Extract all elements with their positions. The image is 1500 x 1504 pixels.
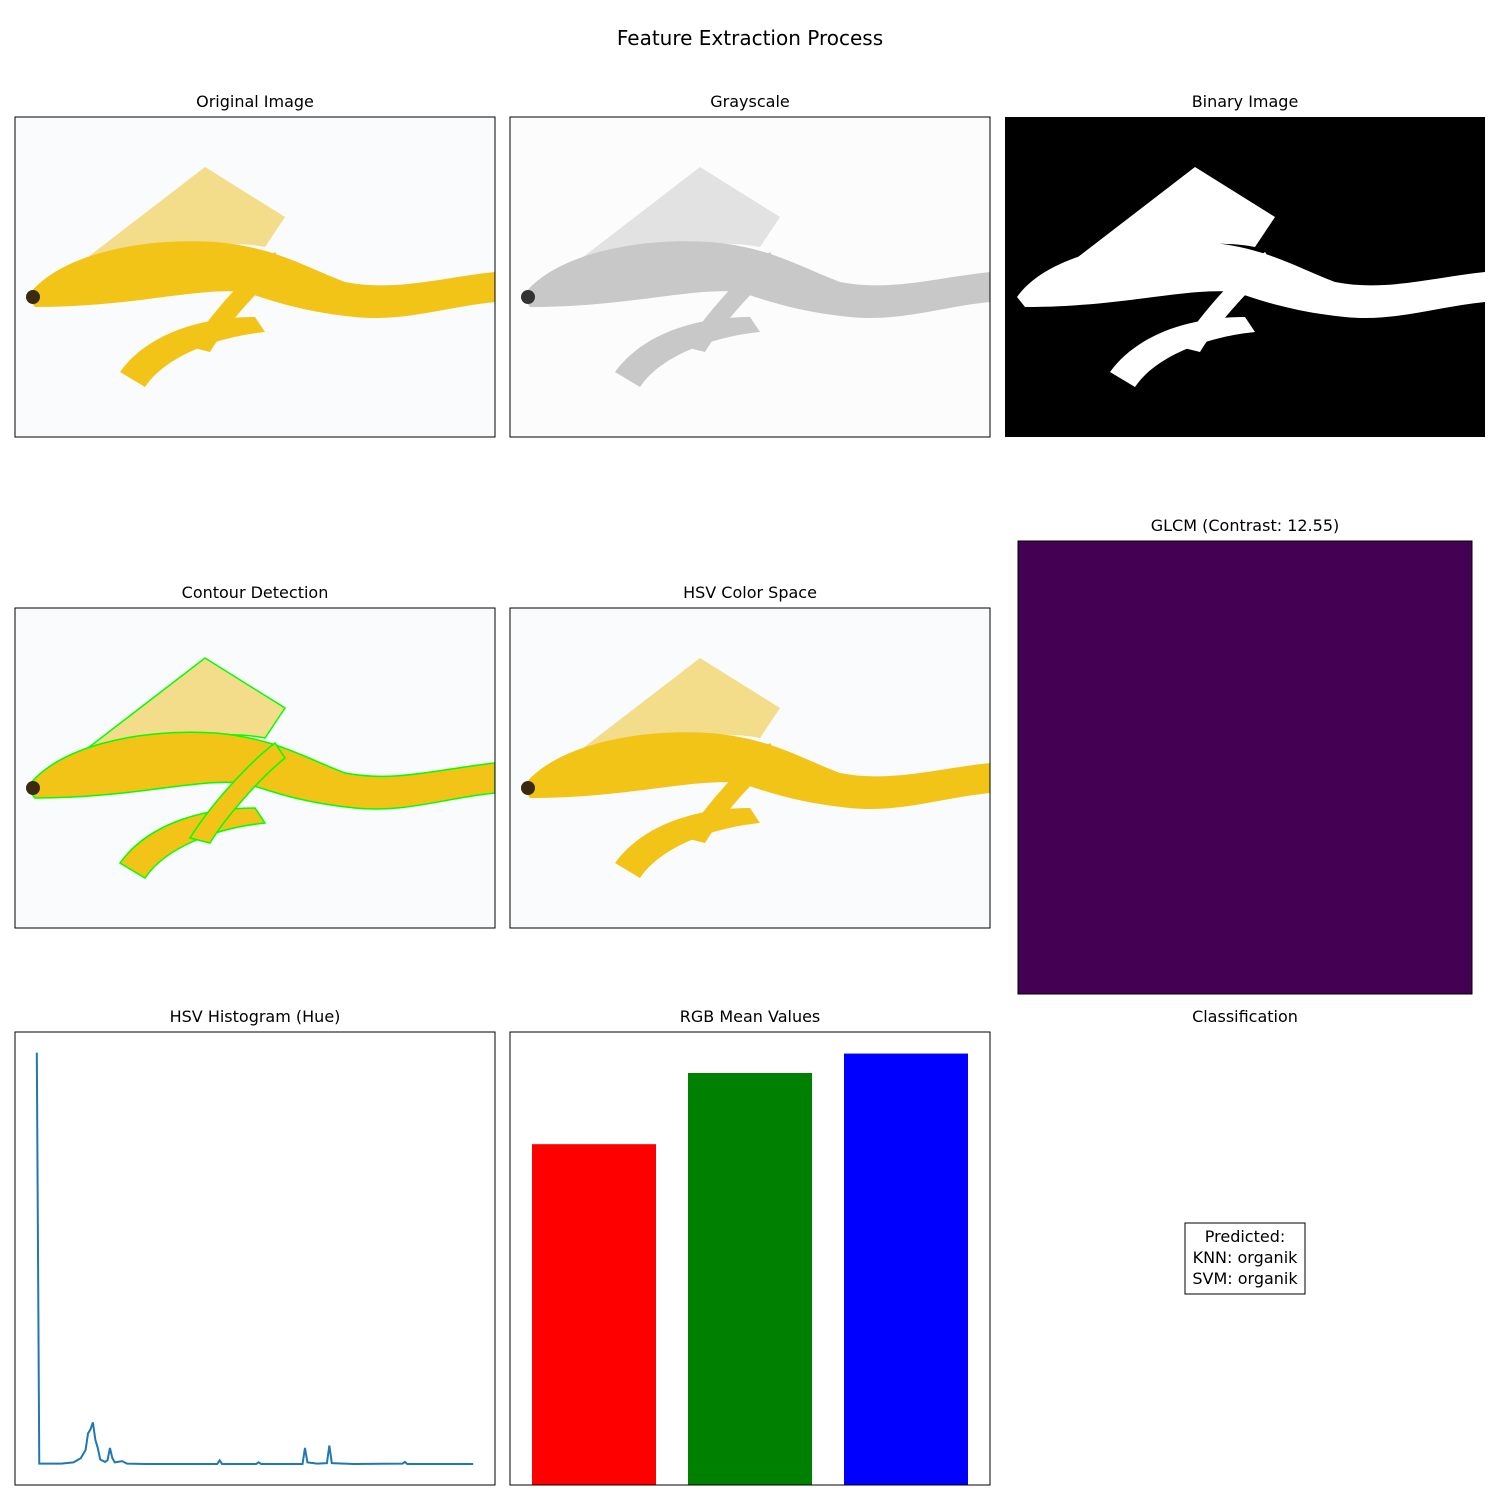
original-image: [15, 117, 495, 437]
hist-line: [35, 1052, 474, 1466]
figure-title: Feature Extraction Process: [617, 26, 883, 50]
panel-title: Contour Detection: [182, 583, 329, 602]
binary-image: [1005, 117, 1485, 437]
panel-title: Grayscale: [710, 92, 789, 111]
axes-frame: [509, 116, 991, 438]
axes-frame: [14, 116, 496, 438]
panel-title: Original Image: [196, 92, 314, 111]
grayscale-image: [510, 117, 990, 437]
panel-title: Binary Image: [1192, 92, 1299, 111]
panel-title: GLCM (Contrast: 12.55): [1151, 516, 1340, 535]
axes-frame: [14, 1031, 496, 1486]
panel-title: HSV Color Space: [683, 583, 817, 602]
bar: [688, 1072, 812, 1485]
bar-plot: [532, 1053, 968, 1485]
bar: [844, 1053, 968, 1485]
hsv-image: [510, 608, 990, 928]
panel-title: Classification: [1192, 1007, 1298, 1026]
prediction-line: Predicted:: [1205, 1227, 1286, 1246]
prediction-line: SVM: organik: [1192, 1269, 1298, 1288]
histogram-plot: [35, 1052, 474, 1466]
panel-title: HSV Histogram (Hue): [170, 1007, 341, 1026]
bar: [532, 1144, 656, 1485]
prediction-box: [1184, 1222, 1306, 1295]
contour-image: [15, 608, 495, 928]
prediction-line: KNN: organik: [1193, 1248, 1299, 1267]
glcm-image: [1017, 540, 1473, 995]
axes-frame: [509, 607, 991, 929]
panel-title: RGB Mean Values: [680, 1007, 821, 1026]
axes-frame: [14, 607, 496, 929]
axes-frame: [509, 1031, 991, 1486]
